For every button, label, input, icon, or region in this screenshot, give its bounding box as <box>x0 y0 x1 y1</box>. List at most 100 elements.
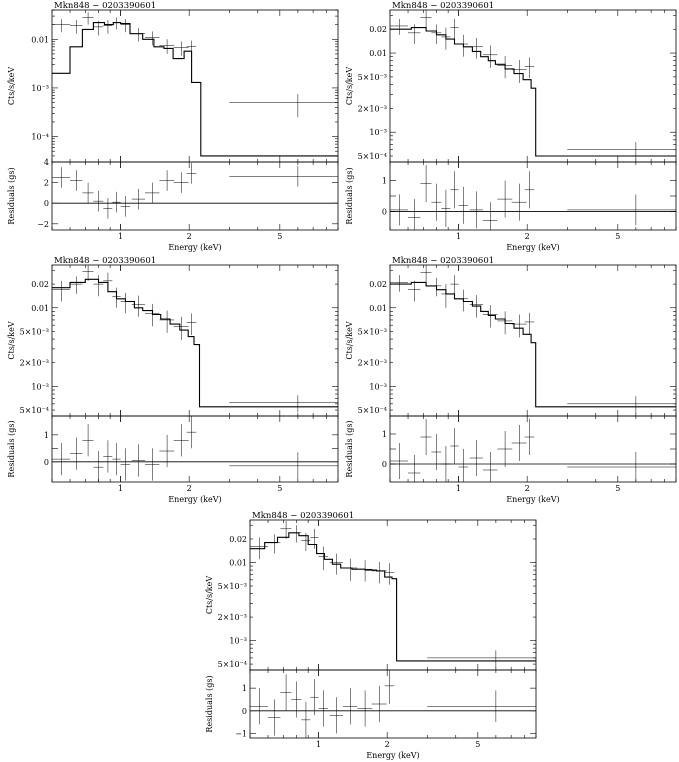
data-point <box>93 275 104 297</box>
data-point <box>186 40 197 54</box>
model-step-curve <box>390 27 676 157</box>
res-tick-label: 0 <box>242 707 247 716</box>
spectrum-frame <box>51 9 339 163</box>
residual-point <box>145 448 160 481</box>
y-tick-label: 5×10⁻³ <box>358 327 387 336</box>
residual-point <box>268 699 281 736</box>
y-tick-label: 0.02 <box>31 280 49 289</box>
data-point <box>371 561 387 584</box>
residual-axis-label: Residuals (gs) <box>205 675 214 732</box>
res-tick-label: 1 <box>382 430 387 439</box>
residual-point <box>384 670 395 704</box>
y-tick-label: 10⁻³ <box>31 84 49 93</box>
data-point <box>82 265 94 281</box>
data-point <box>390 18 409 35</box>
y-tick-label: 0.02 <box>369 280 387 289</box>
data-point <box>567 396 676 414</box>
x-tick-label: 1 <box>118 484 123 493</box>
residual-point <box>82 182 94 204</box>
residual-point <box>458 186 469 224</box>
data-point <box>431 277 442 297</box>
residual-point <box>229 166 338 187</box>
panel-title: Mkn848 − 0203390601 <box>392 256 494 266</box>
model-step-curve <box>250 532 536 662</box>
x-tick-label: 1 <box>316 740 321 749</box>
data-point <box>131 28 146 42</box>
res-tick-label: 4 <box>44 158 49 167</box>
y-tick-label: 2×10⁻³ <box>20 359 49 368</box>
y-tick-label: 2×10⁻³ <box>218 613 247 622</box>
data-point <box>93 20 104 36</box>
residual-point <box>310 679 319 716</box>
residual-point <box>120 196 131 217</box>
residual-point <box>497 431 513 467</box>
residual-point <box>427 690 536 723</box>
y-tick-label: 0.02 <box>229 535 247 544</box>
residual-point <box>458 449 469 482</box>
y-tick-label: 2×10⁻³ <box>358 359 387 368</box>
residual-point <box>511 183 527 221</box>
spectrum-frame <box>249 519 537 671</box>
residual-point <box>70 170 83 191</box>
data-point <box>384 563 395 585</box>
residual-point <box>483 202 498 230</box>
x-axis-label: Energy (keV) <box>168 243 221 252</box>
residual-point <box>93 451 104 482</box>
data-point <box>431 24 442 45</box>
data-point <box>420 10 432 28</box>
data-point <box>450 18 459 40</box>
residual-point <box>469 191 484 229</box>
data-point <box>483 45 498 68</box>
model-step-curve <box>390 281 676 408</box>
data-point <box>318 546 329 571</box>
data-point <box>420 265 432 283</box>
data-point <box>52 19 71 33</box>
residual-point <box>173 172 189 193</box>
residual-point <box>511 425 527 461</box>
residual-point <box>497 180 513 218</box>
res-tick-label: 0 <box>44 458 49 467</box>
data-point <box>229 395 338 413</box>
data-point <box>70 19 83 34</box>
spectrum-frame <box>389 264 677 417</box>
panel-title: Mkn848 − 0203390601 <box>392 1 494 11</box>
residual-point <box>103 198 113 219</box>
y-tick-label: 2×10⁻³ <box>358 104 387 113</box>
data-point <box>268 534 281 554</box>
y-tick-label: 5×10⁻⁴ <box>358 406 387 415</box>
residual-point <box>408 199 421 230</box>
x-tick-label: 5 <box>615 232 620 241</box>
y-tick-label: 10⁻³ <box>369 382 387 391</box>
data-point <box>70 276 83 294</box>
res-tick-label: 0 <box>382 460 387 469</box>
residual-point <box>52 442 71 476</box>
y-axis-label: Cts/s/keV <box>345 321 354 360</box>
y-tick-label: 5×10⁻⁴ <box>218 660 247 669</box>
y-tick-label: 5×10⁻⁴ <box>358 152 387 161</box>
residual-point <box>112 442 121 476</box>
res-tick-label: 0 <box>44 199 49 208</box>
data-point <box>103 19 113 34</box>
residual-point <box>371 685 387 723</box>
data-point <box>329 553 344 575</box>
data-point <box>511 59 527 83</box>
data-point <box>145 303 160 327</box>
y-tick-label: 0.01 <box>369 49 387 58</box>
data-point <box>441 284 451 308</box>
data-point <box>524 57 535 79</box>
residual-axis-label: Residuals (gs) <box>7 167 16 224</box>
residual-point <box>567 452 676 482</box>
data-point <box>343 558 358 581</box>
y-axis-label: Cts/s/keV <box>7 67 16 106</box>
residual-point <box>441 189 451 227</box>
y-tick-label: 0.01 <box>229 558 247 567</box>
residual-point <box>159 170 175 191</box>
data-point <box>441 27 451 50</box>
y-tick-label: 0.01 <box>369 304 387 313</box>
residual-point <box>431 183 442 221</box>
x-tick-label: 5 <box>475 740 480 749</box>
residual-point <box>357 690 373 727</box>
data-point <box>450 275 459 297</box>
residual-point <box>441 446 451 482</box>
